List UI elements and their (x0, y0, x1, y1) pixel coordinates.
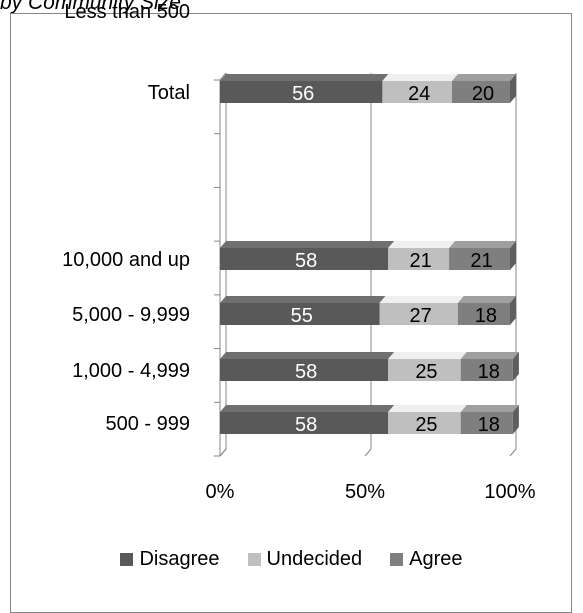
x-tick-label: 100% (484, 481, 535, 503)
bar-top-face (449, 241, 516, 248)
category-label: 10,000 and up (62, 249, 190, 271)
bar-segment (449, 248, 510, 270)
legend-item-disagree: Disagree (120, 548, 220, 571)
data-label: 27 (410, 305, 432, 327)
bar-segment (388, 359, 461, 381)
bar-segment (388, 412, 461, 434)
x-tick-label: 0% (206, 481, 235, 503)
legend-swatch-disagree (120, 553, 134, 566)
legend-label-agree: Agree (409, 548, 463, 570)
floor-tick (509, 448, 517, 457)
bar-top-face (220, 352, 395, 359)
legend-label-undecided: Undecided (266, 548, 363, 570)
category-label: 5,000 - 9,999 (72, 304, 190, 326)
bar-top-face (220, 74, 389, 81)
bar-segment (379, 303, 458, 325)
bar-segment (220, 248, 389, 270)
bar-top-face (220, 296, 386, 303)
x-tick-label: 50% (345, 481, 385, 503)
data-label: 21 (470, 250, 492, 272)
floor-tick (364, 448, 372, 457)
data-label: 25 (415, 414, 437, 436)
bar-segment (460, 359, 513, 381)
legend: Disagree Undecided Agree (0, 548, 583, 571)
bar-top-face (379, 296, 464, 303)
legend-swatch-agree (390, 553, 404, 566)
category-label: 500 - 999 (105, 413, 190, 435)
data-label: 18 (478, 361, 500, 383)
bar-chart: 0% 50% 100% Total 10,000 and up 5,000 - 9,999… (62, 1, 536, 503)
bar-segment (220, 359, 389, 381)
bar-top-face (452, 74, 516, 81)
bar-top-face (220, 405, 395, 412)
bar-top-face (388, 405, 467, 412)
bar-side-face (512, 352, 519, 381)
data-label: 56 (292, 83, 314, 105)
bar-segment (452, 81, 510, 103)
bar-segment (457, 303, 510, 325)
bar-top-face (460, 405, 519, 412)
bar-top-face (388, 241, 456, 248)
bar-segment (220, 412, 389, 434)
category-label: Total (148, 82, 190, 104)
floor-tick (219, 448, 227, 457)
bar-top-face (388, 352, 467, 359)
data-label: 58 (295, 250, 317, 272)
bar-segment (220, 303, 380, 325)
data-label: 21 (410, 250, 432, 272)
bar-segment (220, 81, 383, 103)
data-label: 24 (408, 83, 430, 105)
legend-item-agree: Agree (390, 548, 463, 571)
bar-side-face (512, 405, 519, 434)
bar-side-face (510, 74, 516, 103)
bar-segment (460, 412, 513, 434)
bar-side-face (510, 296, 516, 325)
bar-segment (388, 248, 450, 270)
bar-top-face (220, 241, 395, 248)
legend-item-undecided: Undecided (247, 548, 363, 571)
data-label: 55 (291, 305, 313, 327)
bar-top-face (457, 296, 516, 303)
bar-segment (382, 81, 452, 103)
data-label: 20 (472, 83, 494, 105)
bar-side-face (510, 241, 516, 270)
bar-top-face (382, 74, 458, 81)
chart-subtitle: by Community Size (0, 0, 181, 14)
data-label: 58 (295, 414, 317, 436)
data-label: 25 (415, 361, 437, 383)
category-label: Less than 500 (64, 1, 190, 23)
legend-label-disagree: Disagree (139, 548, 220, 570)
category-label: 1,000 - 4,999 (72, 360, 190, 382)
data-label: 18 (478, 414, 500, 436)
legend-swatch-undecided (247, 553, 261, 566)
data-label: 58 (295, 361, 317, 383)
data-label: 18 (475, 305, 497, 327)
axis-depth-top (219, 72, 227, 81)
bar-top-face (460, 352, 519, 359)
